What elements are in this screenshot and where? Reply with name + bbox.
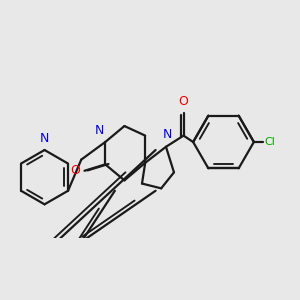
Text: O: O (70, 164, 80, 177)
Text: N: N (163, 128, 172, 141)
Text: N: N (40, 132, 49, 145)
Text: Cl: Cl (264, 137, 275, 147)
Text: O: O (178, 95, 188, 109)
Text: N: N (94, 124, 104, 137)
